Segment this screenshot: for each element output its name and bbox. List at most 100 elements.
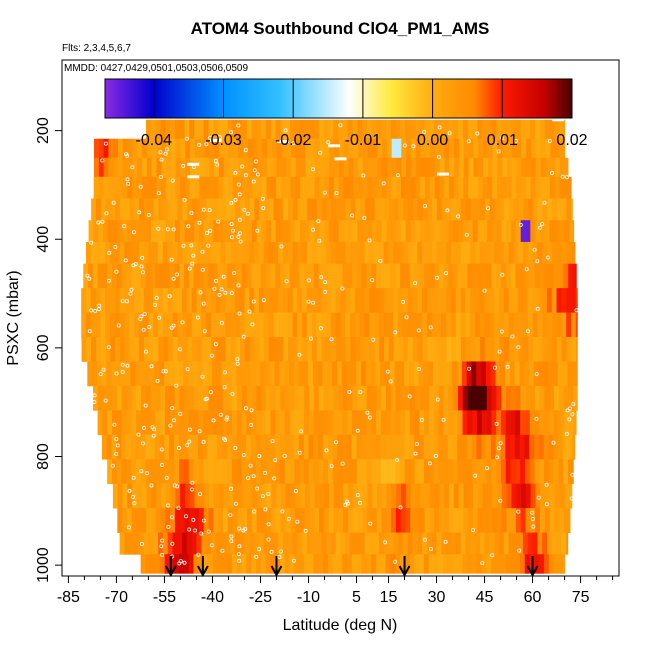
colorbar-tick-label: -0.01: [345, 132, 382, 149]
heat-cell: [551, 532, 557, 555]
heat-cell: [506, 220, 512, 243]
heat-cell: [94, 138, 100, 159]
heat-cell: [179, 385, 185, 411]
heat-cell: [419, 459, 425, 485]
heat-cell: [337, 410, 343, 436]
heat-cell: [126, 508, 133, 533]
heat-cell: [471, 361, 477, 387]
heat-cell: [342, 119, 349, 140]
heat-cell: [472, 459, 478, 485]
heat-cell: [134, 312, 140, 338]
heat-cell: [395, 410, 401, 436]
measurement-dot: [530, 510, 535, 515]
heat-cell: [350, 241, 356, 265]
heat-cell: [540, 176, 546, 199]
heat-cell: [326, 288, 332, 313]
heat-cell: [358, 157, 364, 178]
measurement-dot: [343, 502, 348, 507]
measurement-dot: [569, 496, 574, 501]
heat-cell: [256, 508, 262, 533]
heat-cell: [470, 288, 476, 313]
heat-cell: [194, 483, 200, 509]
heat-cell: [466, 361, 472, 387]
heat-cell: [367, 508, 373, 533]
measurement-dot: [149, 364, 154, 369]
heat-cell: [519, 361, 525, 387]
heat-cell: [448, 410, 454, 436]
measurement-dot: [187, 439, 192, 444]
heat-cell: [331, 198, 337, 221]
heat-cell: [369, 312, 375, 338]
heat-cell: [443, 263, 449, 289]
heat-cell: [361, 263, 367, 289]
heat-cell: [439, 176, 445, 199]
heat-cell: [489, 337, 495, 362]
heat-cell: [124, 312, 130, 338]
heat-cell: [348, 176, 354, 199]
heat-cell: [385, 410, 391, 436]
measurement-dot: [139, 264, 144, 269]
measurement-dot: [200, 249, 205, 254]
heat-cell: [227, 263, 233, 289]
heat-cell: [140, 459, 146, 485]
measurement-dot: [131, 475, 136, 480]
measurement-dot: [213, 342, 218, 347]
heat-cell: [333, 176, 339, 199]
measurement-dot: [184, 443, 189, 448]
heat-cell: [343, 508, 349, 533]
heat-cell: [556, 312, 562, 338]
heat-cell: [518, 241, 524, 265]
heat-cell: [143, 532, 149, 555]
heat-cell: [209, 138, 215, 159]
measurement-dot: [237, 558, 242, 563]
heat-cell: [530, 119, 536, 140]
heat-cell: [571, 198, 573, 221]
heat-cell: [132, 138, 138, 159]
heat-cell: [156, 157, 162, 178]
heat-cell: [491, 220, 498, 243]
heat-cell: [406, 138, 412, 159]
heat-cell: [511, 220, 517, 243]
heat-cell: [383, 241, 389, 265]
measurement-dot: [130, 165, 135, 170]
heat-cell: [479, 241, 485, 265]
heat-cell: [352, 220, 358, 243]
heat-cell: [516, 138, 522, 159]
heat-cell: [117, 508, 123, 533]
heat-cell: [467, 119, 473, 140]
heat-cell: [312, 198, 318, 221]
heat-cell: [184, 263, 190, 289]
missing-data-dash: [276, 139, 289, 143]
measurement-dot: [494, 421, 499, 426]
measurement-dot: [229, 534, 234, 539]
measurement-dot: [184, 514, 189, 519]
heat-cell: [417, 337, 423, 362]
heat-cell: [332, 554, 338, 574]
measurement-dot: [247, 309, 252, 314]
heat-cell: [249, 337, 255, 362]
measurement-dot: [230, 391, 235, 396]
heat-cell: [575, 288, 578, 313]
measurement-dot: [89, 240, 94, 245]
heat-cell: [275, 220, 282, 243]
heat-cell: [495, 434, 501, 460]
measurement-dot: [229, 291, 234, 296]
measurement-dot: [422, 537, 427, 542]
measurement-dot: [248, 422, 253, 427]
heat-cell: [386, 176, 392, 199]
measurement-dot: [136, 432, 141, 437]
heat-cell: [390, 410, 396, 436]
heat-cell: [251, 220, 258, 243]
heat-cell: [378, 288, 385, 313]
heat-cell: [438, 459, 444, 485]
heat-cell: [348, 483, 354, 509]
heat-cell: [410, 119, 416, 140]
heat-cell: [444, 138, 450, 159]
heat-cell: [194, 119, 200, 140]
heat-cell: [289, 410, 295, 436]
heat-cell: [130, 434, 136, 460]
heat-cell: [489, 532, 495, 555]
heat-cell: [270, 119, 277, 140]
heat-cell: [182, 312, 188, 338]
heat-cell: [100, 288, 106, 313]
